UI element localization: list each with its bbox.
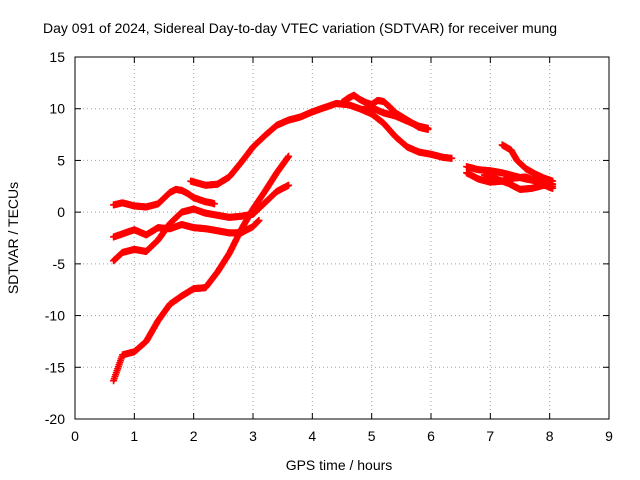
series-track-a — [110, 185, 218, 211]
series-layer — [110, 91, 557, 385]
x-tick-label: 1 — [130, 428, 138, 444]
data-point-marker — [424, 124, 432, 132]
data-point-marker — [549, 177, 557, 185]
data-point-marker — [255, 216, 263, 224]
data-point-marker — [285, 181, 293, 189]
data-point-marker — [210, 200, 218, 208]
grid — [75, 57, 609, 419]
x-tick-label: 8 — [546, 428, 554, 444]
y-tick-label: -5 — [53, 256, 66, 272]
y-tick-label: 5 — [57, 152, 65, 168]
x-tick-label: 2 — [190, 428, 198, 444]
x-tick-label: 0 — [71, 428, 79, 444]
y-tick-label: 10 — [49, 101, 65, 117]
chart-title: Day 091 of 2024, Sidereal Day-to-day VTE… — [43, 20, 557, 36]
y-tick-label: 0 — [57, 204, 65, 220]
series-track-g — [362, 103, 432, 132]
x-axis-label: GPS time / hours — [286, 457, 393, 473]
y-tick-label: -15 — [45, 359, 65, 375]
x-tick-label: 4 — [308, 428, 316, 444]
x-tick-label: 3 — [249, 428, 257, 444]
y-axis-label: SDTVAR / TECUs — [5, 182, 21, 294]
series-track-k — [498, 141, 557, 185]
data-point-marker — [448, 154, 456, 162]
y-tick-label: -20 — [45, 411, 65, 427]
x-tick-label: 7 — [486, 428, 494, 444]
x-tick-label: 9 — [605, 428, 613, 444]
y-tick-label: 15 — [49, 49, 65, 65]
ticks: 0 1 2 3 4 5 6 7 8 9 -20 -15 -10 -5 0 5 10 15 — [45, 49, 613, 444]
x-tick-label: 5 — [368, 428, 376, 444]
series-track-j — [480, 171, 557, 193]
data-point-marker — [285, 152, 293, 160]
x-tick-label: 6 — [427, 428, 435, 444]
series-track-e — [187, 100, 456, 189]
y-tick-label: -10 — [45, 308, 65, 324]
series-track-d — [110, 152, 293, 385]
plot-frame — [74, 56, 610, 420]
